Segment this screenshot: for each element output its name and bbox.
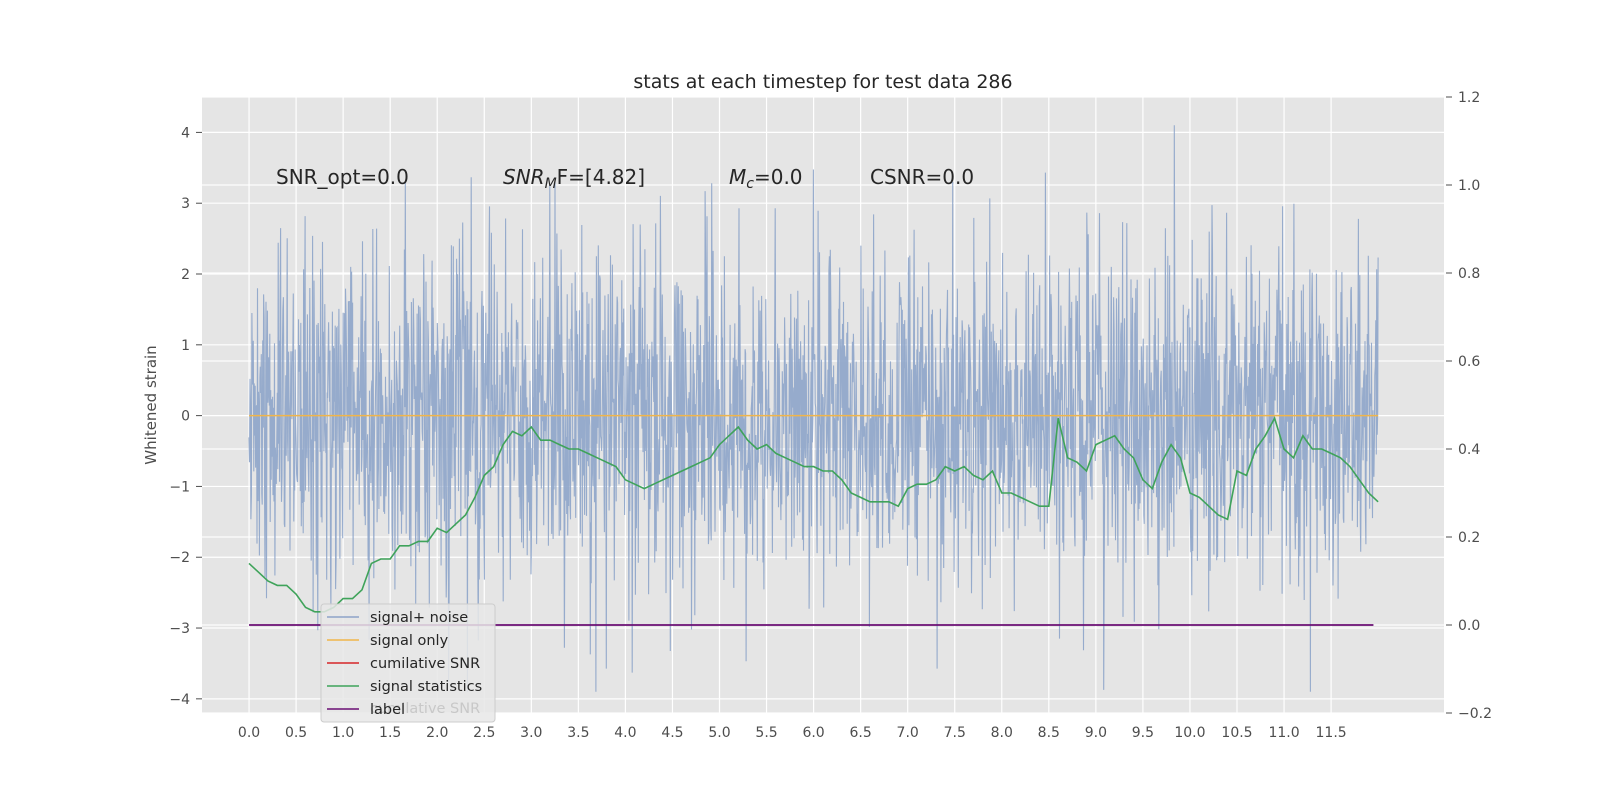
x-tick-label: 2.5 (473, 725, 495, 741)
x-tick-label: 10.0 (1174, 725, 1205, 741)
y2-tick-label: 0.2 (1458, 530, 1480, 546)
x-tick-label: 11.5 (1316, 725, 1347, 741)
y2-tick-label: 1.0 (1458, 178, 1480, 194)
y-tick-label: 0 (181, 409, 190, 425)
series-signal-statistics (248, 416, 1379, 613)
annotation-snr-mf-tail: F=[4.82] (557, 165, 645, 189)
x-tick-label: 5.0 (708, 725, 730, 741)
y2-tick-label: 0.8 (1458, 266, 1480, 282)
x-tick-label: 1.0 (332, 725, 354, 741)
noise-layer (248, 125, 1379, 692)
y2-tick-label: −0.2 (1458, 706, 1492, 722)
y-tick-label: −1 (169, 479, 190, 495)
legend-label: cumilative SNR (370, 656, 480, 672)
x-tick-label: 10.5 (1221, 725, 1252, 741)
annotation-mc: Mc=0.0 (729, 165, 803, 192)
y-axis-label: Whitened strain (142, 345, 160, 464)
annotation-mc-tail: =0.0 (754, 165, 803, 189)
y2-tick-label: 0.4 (1458, 442, 1480, 458)
y-tick-label: 2 (181, 267, 190, 283)
x-tick-label: 1.5 (379, 725, 401, 741)
tick-layer: 0.0 0.5 1.0 1.5 2.0 2.5 3.0 3.5 4.0 4.5 5.0 5.5 6.0 6… (169, 90, 1492, 741)
y-tick-label: 4 (181, 125, 190, 141)
legend-label: signal+ noise (370, 610, 468, 626)
x-tick-label: 6.5 (850, 725, 872, 741)
x-tick-label: 4.0 (614, 725, 636, 741)
y-tick-label: 3 (181, 196, 190, 212)
x-tick-label: 0.5 (285, 725, 307, 741)
annotation-csnr: CSNR=0.0 (870, 165, 974, 189)
legend: cumilative SNR signal+ noise signal only c… (320, 603, 496, 723)
series-signal-plus-noise (248, 125, 1379, 692)
x-tick-label: 8.5 (1038, 725, 1060, 741)
y2-tick-label: 1.2 (1458, 90, 1480, 106)
legend-label: signal statistics (370, 679, 482, 695)
x-tick-label: 3.0 (520, 725, 542, 741)
x-tick-label: 7.0 (897, 725, 919, 741)
y-tick-label: −4 (169, 692, 190, 708)
x-tick-label: 5.5 (755, 725, 777, 741)
x-tick-label: 0.0 (238, 725, 260, 741)
annotation-snr-opt: SNR_opt=0.0 (276, 165, 409, 189)
y-tick-label: 1 (181, 338, 190, 354)
annotation-mc-main: M (729, 165, 746, 189)
y2-tick-label: 0.6 (1458, 354, 1480, 370)
chart-title: stats at each timestep for test data 286 (633, 71, 1012, 93)
y-tick-label: −3 (169, 621, 190, 637)
x-tick-label: 6.0 (802, 725, 824, 741)
legend-label: label (370, 702, 405, 718)
annotation-snr-mf-main: SNR (503, 165, 545, 189)
x-tick-label: 4.5 (661, 725, 683, 741)
x-tick-label: 11.0 (1268, 725, 1299, 741)
x-tick-label: 9.0 (1085, 725, 1107, 741)
x-tick-label: 8.0 (991, 725, 1013, 741)
x-tick-label: 9.5 (1132, 725, 1154, 741)
x-tick-label: 3.5 (567, 725, 589, 741)
annotation-mc-sub: c (746, 176, 754, 192)
y-tick-label: −2 (169, 550, 190, 566)
x-tick-label: 2.0 (426, 725, 448, 741)
legend-ghost-text: cumilative SNR (370, 701, 480, 717)
annotation-snr-mf-sub: M (545, 176, 557, 192)
legend-label: signal only (370, 633, 449, 649)
annotation-snr-mf: SNRMF=[4.82] (503, 165, 645, 192)
legend-box (320, 603, 496, 723)
legend-entries: signal+ noise signal only cumilative SNR si… (327, 610, 482, 718)
x-tick-label: 7.5 (944, 725, 966, 741)
y2-tick-label: 0.0 (1458, 618, 1480, 634)
